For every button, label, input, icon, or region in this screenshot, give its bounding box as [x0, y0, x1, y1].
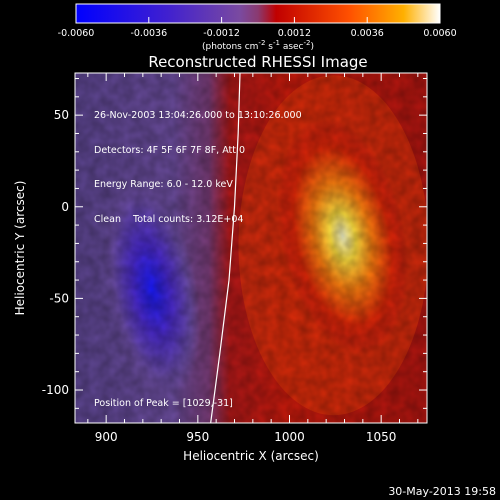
y-tick-label: 50 [54, 108, 69, 122]
x-axis-label: Heliocentric X (arcsec) [183, 449, 319, 463]
colorbar-unit-label: (photons cm-2 s-1 asec-2) [202, 39, 314, 52]
x-axis: 900 950 1000 1050 [87, 73, 419, 444]
colorbar-tick-label: 0.0012 [278, 28, 311, 39]
heatmap-image [75, 73, 427, 423]
colorbar-ticks: -0.0060 -0.0036 -0.0012 0.0012 0.0036 0.0060 [58, 17, 457, 39]
y-tick-label: -100 [42, 383, 69, 397]
colorbar-tick-label: -0.0060 [58, 28, 95, 39]
colorbar-tick-label: -0.0036 [130, 28, 167, 39]
colorbar-gradient [75, 3, 441, 24]
y-tick-label: 0 [61, 200, 69, 214]
x-tick-label: 1000 [274, 430, 305, 444]
colorbar: -0.0060 -0.0036 -0.0012 0.0012 0.0036 0.0060 … [58, 3, 457, 52]
y-axis-label: Heliocentric Y (arcsec) [13, 181, 27, 316]
x-tick-label: 900 [95, 430, 118, 444]
annotation-clean: Clean Total counts: 3.12E+04 [94, 213, 244, 225]
chart-title: Reconstructed RHESSI Image [148, 53, 368, 71]
x-tick-label: 950 [186, 430, 209, 444]
colorbar-tick-label: 0.0036 [351, 28, 384, 39]
annotation-time-range: 26-Nov-2003 13:04:26.000 to 13:10:26.000 [94, 110, 302, 121]
footer-timestamp: 30-May-2013 19:58 [388, 485, 496, 498]
y-axis: -100 -50 0 50 [42, 77, 427, 409]
solar-limb-line [210, 73, 241, 423]
y-tick-label: -50 [49, 291, 69, 305]
annotation-peak: Position of Peak = [1029,-31] [94, 398, 233, 409]
annotation-block: 26-Nov-2003 13:04:26.000 to 13:10:26.000… [94, 87, 302, 237]
colorbar-tick-label: -0.0012 [203, 28, 240, 39]
x-tick-label: 1050 [366, 430, 397, 444]
annotation-energy: Energy Range: 6.0 - 12.0 keV [94, 179, 233, 190]
colorbar-tick-label: 0.0060 [423, 28, 456, 39]
annotation-detectors: Detectors: 4F 5F 6F 7F 8F, Att 0 [94, 144, 246, 156]
plot-frame [74, 72, 428, 424]
